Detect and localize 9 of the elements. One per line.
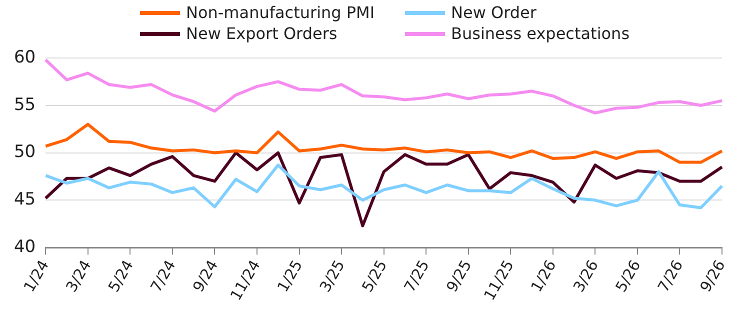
y-tick-label: 45	[14, 190, 36, 210]
y-tick-label: 50	[14, 142, 36, 162]
y-tick-label: 55	[14, 94, 36, 115]
y-tick-label: 40	[14, 236, 36, 257]
legend-label: New Order	[451, 3, 536, 22]
y-tick-label: 60	[14, 47, 36, 68]
legend-label: Business expectations	[451, 24, 630, 43]
legend-label: New Export Orders	[186, 24, 338, 43]
legend-label: Non-manufacturing PMI	[186, 3, 375, 22]
